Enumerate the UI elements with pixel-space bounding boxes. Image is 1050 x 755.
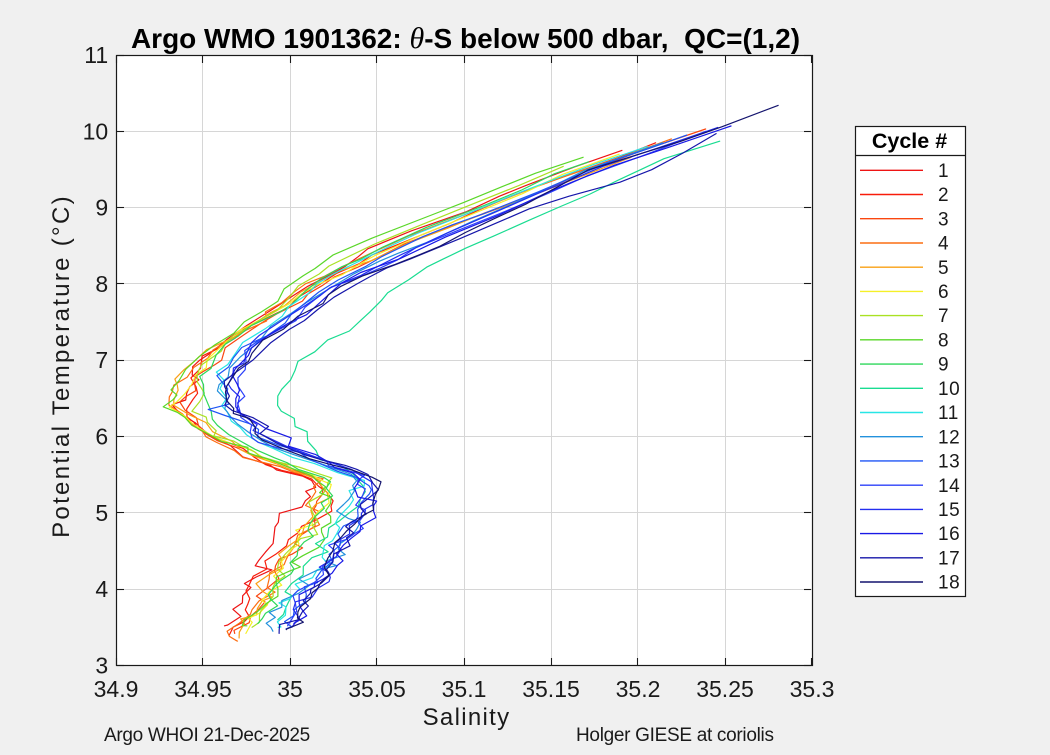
svg-text:35.05: 35.05 bbox=[348, 676, 406, 702]
svg-text:34.9: 34.9 bbox=[94, 676, 139, 702]
svg-text:7: 7 bbox=[938, 306, 949, 327]
svg-text:3: 3 bbox=[95, 653, 108, 679]
svg-text:6: 6 bbox=[938, 282, 949, 303]
svg-text:Potential Temperature (°C): Potential Temperature (°C) bbox=[48, 194, 75, 538]
svg-text:Holger GIESE at coriolis: Holger GIESE at coriolis bbox=[576, 725, 774, 746]
svg-text:4: 4 bbox=[95, 576, 108, 602]
svg-text:11: 11 bbox=[938, 403, 959, 424]
svg-text:34.95: 34.95 bbox=[174, 676, 232, 702]
svg-text:13: 13 bbox=[938, 452, 960, 473]
svg-text:Argo WMO 1901362: θ-S below 50: Argo WMO 1901362: θ-S below 500 dbar, QC… bbox=[131, 22, 800, 55]
svg-text:10: 10 bbox=[83, 118, 109, 144]
svg-text:15: 15 bbox=[938, 500, 960, 521]
svg-text:2: 2 bbox=[938, 185, 949, 206]
svg-text:5: 5 bbox=[938, 258, 949, 279]
svg-text:Cycle #: Cycle # bbox=[872, 129, 947, 153]
svg-text:6: 6 bbox=[95, 424, 108, 450]
svg-text:1: 1 bbox=[938, 161, 949, 182]
svg-text:12: 12 bbox=[938, 427, 960, 448]
svg-text:4: 4 bbox=[938, 234, 949, 255]
svg-text:10: 10 bbox=[938, 379, 960, 400]
svg-text:16: 16 bbox=[938, 524, 960, 545]
svg-text:35.15: 35.15 bbox=[522, 676, 580, 702]
svg-text:18: 18 bbox=[938, 573, 960, 594]
svg-text:9: 9 bbox=[95, 195, 108, 221]
svg-text:35: 35 bbox=[277, 676, 303, 702]
svg-text:Argo WHOI 21-Dec-2025: Argo WHOI 21-Dec-2025 bbox=[104, 725, 310, 746]
svg-text:8: 8 bbox=[938, 330, 949, 351]
svg-text:3: 3 bbox=[938, 209, 949, 230]
svg-text:35.1: 35.1 bbox=[442, 676, 487, 702]
svg-text:Salinity: Salinity bbox=[423, 704, 511, 731]
svg-text:17: 17 bbox=[938, 548, 960, 569]
svg-text:5: 5 bbox=[95, 500, 108, 526]
svg-text:35.2: 35.2 bbox=[616, 676, 661, 702]
svg-text:35.3: 35.3 bbox=[790, 676, 835, 702]
svg-text:35.25: 35.25 bbox=[696, 676, 754, 702]
svg-text:14: 14 bbox=[938, 476, 960, 497]
svg-text:7: 7 bbox=[95, 347, 108, 373]
svg-text:9: 9 bbox=[938, 355, 949, 376]
svg-text:8: 8 bbox=[95, 271, 108, 297]
svg-text:11: 11 bbox=[84, 42, 108, 68]
